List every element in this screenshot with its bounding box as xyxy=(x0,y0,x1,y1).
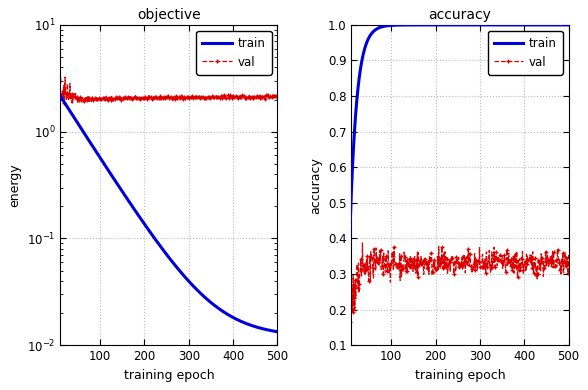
train xyxy=(560,23,567,27)
val xyxy=(159,95,166,99)
train xyxy=(449,23,456,27)
train xyxy=(274,330,281,334)
val xyxy=(451,260,458,264)
val xyxy=(526,257,533,262)
train xyxy=(53,87,60,92)
train xyxy=(344,323,351,328)
val xyxy=(53,58,60,62)
val xyxy=(344,318,351,323)
train xyxy=(463,23,470,27)
val xyxy=(359,241,366,245)
train xyxy=(158,245,165,250)
Legend: train, val: train, val xyxy=(487,31,563,74)
val xyxy=(565,252,572,256)
val xyxy=(269,93,276,98)
train xyxy=(234,317,241,322)
Line: val: val xyxy=(346,241,570,341)
Line: val: val xyxy=(55,58,279,105)
val xyxy=(476,265,483,270)
Line: train: train xyxy=(348,25,569,325)
train xyxy=(476,23,483,27)
train xyxy=(172,264,179,269)
X-axis label: training epoch: training epoch xyxy=(415,369,505,382)
X-axis label: training epoch: training epoch xyxy=(123,369,214,382)
Title: accuracy: accuracy xyxy=(429,8,492,22)
val xyxy=(465,252,472,257)
Line: train: train xyxy=(56,90,278,332)
train xyxy=(525,23,532,27)
Legend: train, val: train, val xyxy=(196,31,272,74)
train xyxy=(185,278,192,283)
val xyxy=(75,101,82,105)
train xyxy=(450,23,457,27)
val xyxy=(345,337,352,342)
val xyxy=(53,70,60,74)
val xyxy=(450,261,457,266)
Y-axis label: accuracy: accuracy xyxy=(309,157,322,213)
val xyxy=(560,260,567,264)
val xyxy=(160,95,167,99)
Title: objective: objective xyxy=(137,8,201,22)
val xyxy=(274,95,281,100)
val xyxy=(173,94,181,99)
Y-axis label: energy: energy xyxy=(8,163,21,207)
val xyxy=(235,96,242,100)
train xyxy=(269,328,276,333)
val xyxy=(185,94,192,99)
train xyxy=(565,23,572,27)
train xyxy=(159,247,166,252)
